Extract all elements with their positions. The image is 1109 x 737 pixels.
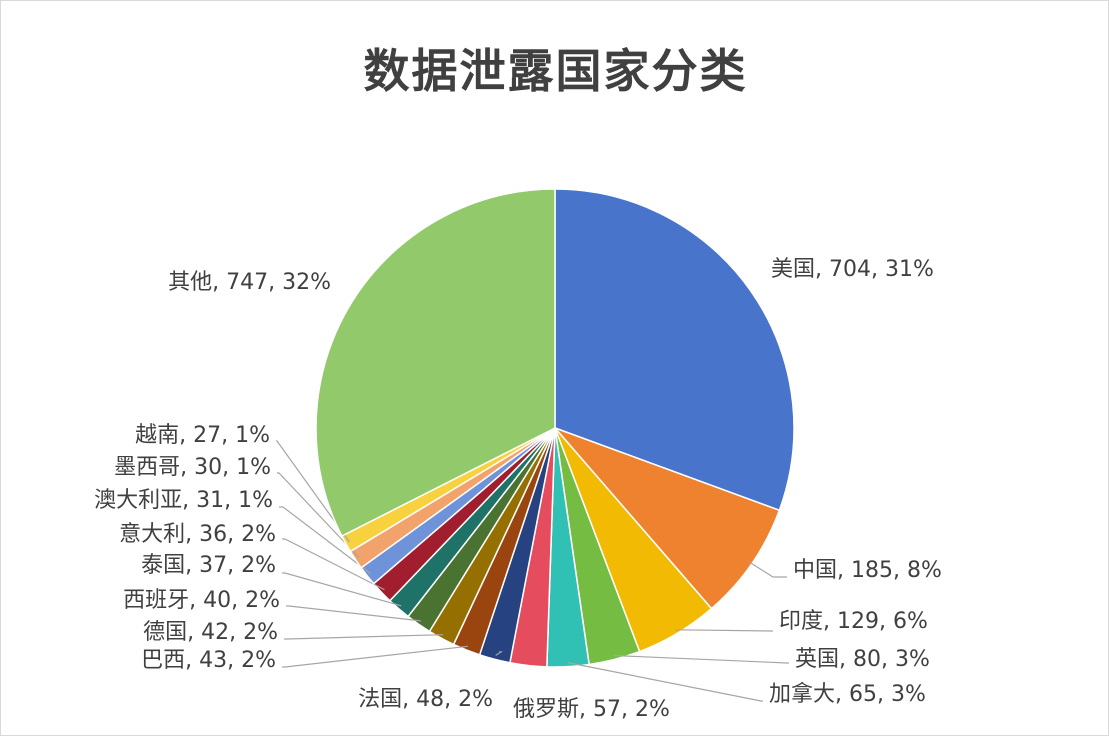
slice-label: 法国, 48, 2% bbox=[358, 687, 493, 712]
slice-label: 越南, 27, 1% bbox=[135, 423, 270, 448]
slice-label: 澳大利亚, 31, 1% bbox=[94, 488, 273, 513]
pie-slice bbox=[315, 188, 556, 538]
leader-line bbox=[282, 572, 402, 607]
leader-line bbox=[675, 629, 773, 632]
leader-line bbox=[284, 634, 444, 640]
pie-slice bbox=[554, 188, 795, 512]
slice-label: 意大利, 36, 2% bbox=[119, 522, 276, 547]
leader-line bbox=[286, 605, 421, 622]
leader-line bbox=[276, 440, 350, 543]
slice-label: 其他, 747, 32% bbox=[168, 270, 331, 295]
slice-label: 英国, 80, 3% bbox=[795, 647, 930, 672]
slice-label: 俄罗斯, 57, 2% bbox=[513, 697, 670, 722]
leader-line bbox=[277, 472, 360, 558]
slice-label: 西班牙, 40, 2% bbox=[123, 588, 280, 613]
slice-label: 泰国, 37, 2% bbox=[141, 553, 276, 578]
leader-line bbox=[279, 506, 371, 574]
slice-label: 德国, 42, 2% bbox=[143, 620, 278, 645]
slice-label: 中国, 185, 8% bbox=[793, 558, 942, 583]
leader-line bbox=[567, 662, 763, 702]
leader-line bbox=[282, 645, 468, 668]
slice-label: 巴西, 43, 2% bbox=[141, 648, 276, 673]
slice-label: 墨西哥, 30, 1% bbox=[114, 455, 271, 480]
leader-line bbox=[282, 538, 385, 591]
leader-line bbox=[613, 654, 789, 664]
leader-line bbox=[748, 560, 787, 578]
slice-label: 印度, 129, 6% bbox=[779, 609, 928, 634]
chart-title: 数据泄露国家分类 bbox=[363, 44, 748, 98]
slice-label: 美国, 704, 31% bbox=[771, 257, 934, 282]
slice-label: 加拿大, 65, 3% bbox=[769, 681, 926, 707]
leader-line bbox=[495, 651, 504, 656]
